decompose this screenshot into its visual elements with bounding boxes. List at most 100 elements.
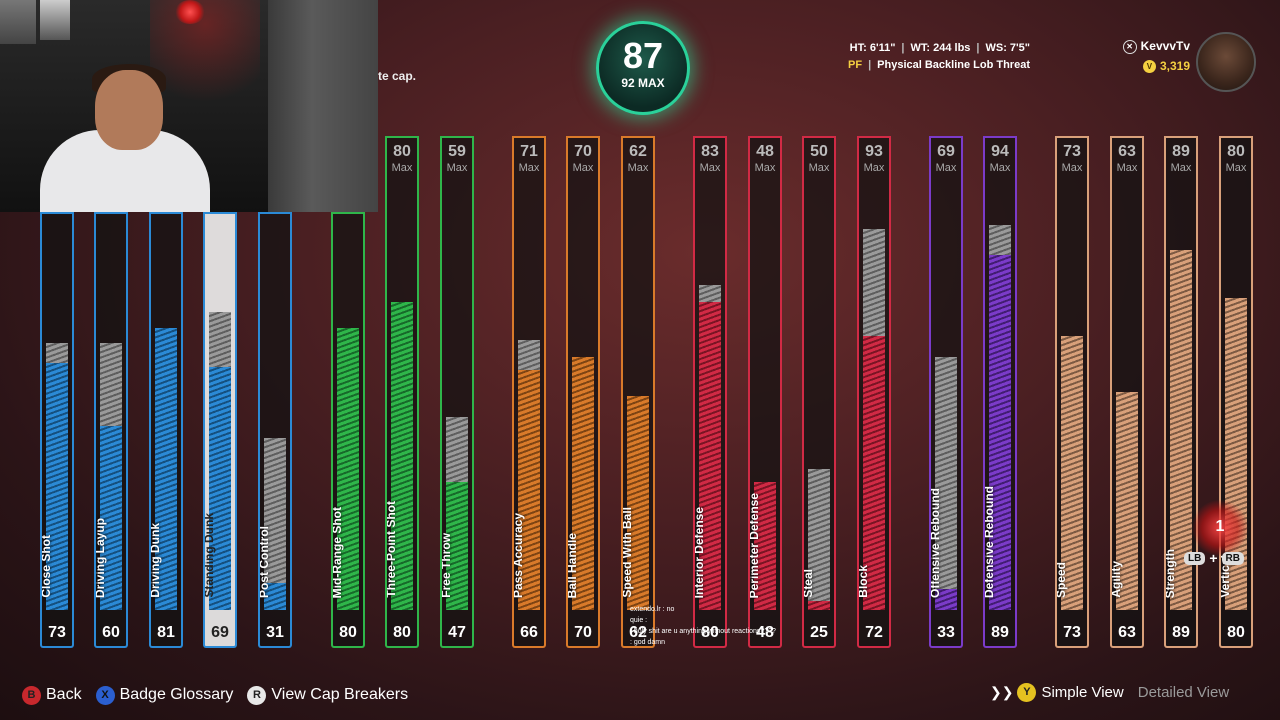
attribute-bar[interactable]: 89 Max Strength 89: [1164, 136, 1198, 648]
attribute-cap: 73: [1063, 143, 1081, 160]
attribute-bar[interactable]: Driving Layup 60: [94, 212, 128, 648]
attribute-fill: [518, 370, 540, 610]
overall-max: 92 MAX: [621, 76, 665, 90]
attribute-bar[interactable]: 80 Max Vertical 80: [1219, 136, 1253, 648]
view-cap-breakers-button[interactable]: R View Cap Breakers: [247, 685, 409, 705]
attribute-label: Perimeter Defense: [748, 492, 761, 598]
back-button[interactable]: B Back: [22, 685, 82, 705]
attribute-value: 73: [48, 624, 66, 641]
attribute-value: 31: [266, 624, 284, 641]
attribute-bar[interactable]: Post Control 31: [258, 212, 292, 648]
attribute-label: Driving Dunk: [149, 523, 162, 598]
attribute-bar[interactable]: 50 Max Steal 25: [802, 136, 836, 648]
attribute-bar[interactable]: 70 Max Ball Handle 70: [566, 136, 600, 648]
vc-balance: 3,319: [1159, 59, 1190, 73]
chat-message: quie :: [630, 617, 648, 624]
cap-hint-text: te cap.: [378, 69, 417, 83]
attribute-cap-label: Max: [1225, 162, 1247, 174]
attribute-bar[interactable]: Standing Dunk 69: [203, 212, 237, 648]
gamer-info: ✕ KevvvTv V 3,319: [1040, 36, 1190, 82]
streamer-head: [95, 70, 163, 150]
attribute-cap-label: Max: [699, 162, 721, 174]
attribute-bar[interactable]: 63 Max Agility 63: [1110, 136, 1144, 648]
chat-message: extendo.lr : no: [630, 606, 675, 613]
attribute-bar[interactable]: Close Shot 73: [40, 212, 74, 648]
b-button-icon: B: [22, 685, 41, 705]
gamertag: KevvvTv: [1140, 39, 1190, 53]
badge-glossary-label: Badge Glossary: [119, 686, 234, 703]
attribute-bar[interactable]: 94 Max Defensive Rebound 89: [983, 136, 1017, 648]
attribute-fill: [209, 367, 231, 610]
webcam-overlay: [0, 0, 378, 212]
attribute-value: 89: [991, 624, 1009, 641]
attribute-label: Defensive Rebound: [983, 485, 996, 598]
attribute-label: Free Throw: [440, 533, 453, 598]
attribute-max-fill: [808, 469, 830, 610]
attribute-value: 69: [211, 624, 229, 641]
attribute-bar[interactable]: 71 Max Pass Accuracy 66: [512, 136, 546, 648]
attribute-bar[interactable]: Driving Dunk 81: [149, 212, 183, 648]
door-frame: [268, 0, 378, 212]
double-chevron-icon: ❯❯: [990, 683, 1014, 700]
badge-glossary-button[interactable]: X Badge Glossary: [95, 685, 234, 705]
attribute-label: Mid-Range Shot: [331, 506, 344, 598]
view-cap-breakers-label: View Cap Breakers: [271, 686, 409, 703]
attribute-value: 80: [1227, 624, 1245, 641]
attribute-value: 60: [102, 624, 120, 641]
attribute-cap: 59: [448, 143, 466, 160]
attribute-cap-label: Max: [518, 162, 540, 174]
attribute-bar[interactable]: Mid-Range Shot 80: [331, 212, 365, 648]
attribute-cap-label: Max: [863, 162, 885, 174]
attribute-value: 89: [1172, 624, 1190, 641]
attribute-fill: [100, 426, 122, 610]
attribute-cap-label: Max: [391, 162, 413, 174]
player-height: HT: 6'11": [849, 42, 896, 54]
attribute-label: Strength: [1164, 548, 1177, 598]
attribute-bar[interactable]: 59 Max Free Throw 47: [440, 136, 474, 648]
attribute-fill: [446, 482, 468, 610]
attribute-cap-label: Max: [754, 162, 776, 174]
attribute-bar[interactable]: 93 Max Block 72: [857, 136, 891, 648]
attribute-label: Close Shot: [40, 535, 53, 598]
attribute-cap-label: Max: [808, 162, 830, 174]
attribute-cap-label: Max: [572, 162, 594, 174]
attribute-bar[interactable]: 69 Max Offensive Rebound 33: [929, 136, 963, 648]
attribute-label: Ball Handle: [566, 532, 579, 598]
attribute-bar[interactable]: 48 Max Perimeter Defense 48: [748, 136, 782, 648]
attribute-cap: 93: [865, 143, 883, 160]
detailed-view-option[interactable]: Detailed View: [1137, 683, 1230, 701]
attribute-value: 48: [756, 624, 774, 641]
attribute-max-fill: [935, 357, 957, 610]
attribute-label: Steal: [802, 569, 815, 598]
attribute-bar[interactable]: 80 Max Three-Point Shot 80: [385, 136, 419, 648]
attribute-fill: [627, 396, 649, 610]
stream-thumbnail-2: [40, 0, 70, 40]
attribute-cap: 62: [629, 143, 647, 160]
attribute-fill: [155, 328, 177, 610]
attribute-cap-label: Max: [446, 162, 468, 174]
chat-message: : god damn: [630, 639, 666, 646]
attribute-fill: [863, 336, 885, 610]
simple-view-option[interactable]: Simple View: [1041, 683, 1124, 701]
attribute-cap: 71: [520, 143, 538, 160]
y-button-icon: Y: [1017, 682, 1037, 702]
rb-button-icon[interactable]: RB: [1221, 551, 1244, 565]
attribute-value: 80: [701, 624, 719, 641]
attribute-bar[interactable]: 73 Max Speed 73: [1055, 136, 1089, 648]
attribute-bar[interactable]: 83 Max Interior Defense 80: [693, 136, 727, 648]
attribute-fill: [391, 302, 413, 610]
red-light-glow: [150, 0, 260, 120]
attribute-fill: [935, 589, 957, 610]
attribute-max-fill: [264, 438, 286, 610]
attribute-label: Standing Dunk: [203, 513, 216, 598]
attribute-value: 63: [1118, 624, 1136, 641]
attribute-bar[interactable]: 62 Max Speed With Ball 62: [621, 136, 655, 648]
attribute-fill: [1170, 250, 1192, 610]
attribute-label: Block: [857, 565, 870, 598]
vc-coin-icon: V: [1142, 60, 1156, 74]
lb-button-icon[interactable]: LB: [1184, 551, 1206, 565]
player-avatar: [1196, 32, 1256, 92]
attribute-cap: 89: [1172, 143, 1190, 160]
attribute-fill: [264, 583, 286, 610]
red-lamp: [175, 0, 205, 24]
